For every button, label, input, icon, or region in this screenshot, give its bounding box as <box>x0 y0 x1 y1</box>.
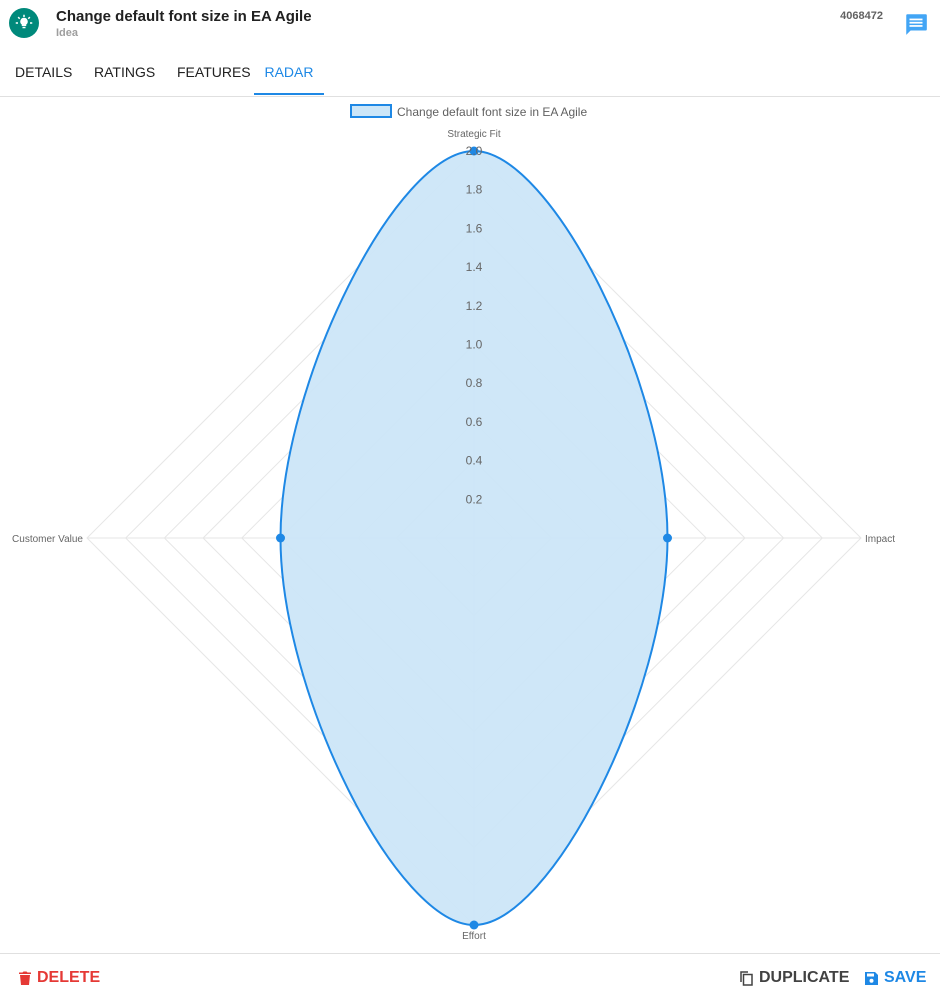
floppy-disk-icon <box>865 971 878 985</box>
tab-ratings[interactable]: RATINGS <box>94 64 156 80</box>
axis-label: Strategic Fit <box>447 129 501 140</box>
comment-icon <box>906 14 927 35</box>
tick-label: 0.2 <box>466 492 483 506</box>
radar-chart-area: 0.2 0.4 0.6 0.8 1.0 1.2 1.4 1.6 1.8 2.0 Strategic… <box>0 97 940 952</box>
tick-label: 1.4 <box>466 260 483 274</box>
tick-label: 0.8 <box>466 376 483 390</box>
tab-bar: DETAILS RATINGS FEATURES RADAR <box>0 50 940 97</box>
active-tab-indicator <box>254 93 324 95</box>
copy-icon <box>740 970 753 986</box>
duplicate-label: DUPLICATE <box>759 969 850 986</box>
data-point[interactable] <box>663 533 672 543</box>
radar-series <box>276 146 672 930</box>
comments-button[interactable] <box>903 11 929 37</box>
tick-label: 1.2 <box>466 299 483 313</box>
tab-features[interactable]: FEATURES <box>177 64 251 80</box>
tab-details[interactable]: DETAILS <box>15 64 73 80</box>
save-label: SAVE <box>884 969 927 986</box>
data-point[interactable] <box>469 146 479 156</box>
radar-chart: 0.2 0.4 0.6 0.8 1.0 1.2 1.4 1.6 1.8 2.0 Strategic… <box>12 104 895 942</box>
lightbulb-icon <box>15 14 33 29</box>
delete-label: DELETE <box>37 969 101 986</box>
axis-label: Customer Value <box>12 534 83 545</box>
data-point[interactable] <box>469 920 479 930</box>
tick-label: 1.0 <box>466 338 483 352</box>
item-type-label: Idea <box>56 27 79 39</box>
item-title: Change default font size in EA Agile <box>56 8 312 25</box>
tab-radar[interactable]: RADAR <box>264 64 314 80</box>
tick-label: 1.8 <box>466 183 483 197</box>
radar-axis-labels: Strategic Fit Impact Effort Customer Value <box>12 129 895 942</box>
tick-label: 2.0 <box>466 144 483 158</box>
tick-label: 0.4 <box>466 454 483 468</box>
axis-label: Effort <box>462 931 486 942</box>
duplicate-button[interactable]: DUPLICATE <box>740 966 849 990</box>
legend-label: Change default font size in EA Agile <box>397 105 587 119</box>
action-footer: DELETE DUPLICATE SAVE <box>0 953 940 1002</box>
item-id: 4068472 <box>840 10 883 22</box>
delete-button[interactable]: DELETE <box>19 966 100 990</box>
save-button[interactable]: SAVE <box>865 966 926 990</box>
legend-swatch <box>350 104 392 118</box>
tick-label: 0.6 <box>466 415 483 429</box>
chart-legend[interactable]: Change default font size in EA Agile <box>350 104 587 119</box>
data-point[interactable] <box>276 533 285 543</box>
tick-label: 1.6 <box>466 221 483 235</box>
trash-icon <box>19 971 31 985</box>
item-type-avatar <box>9 8 39 38</box>
radar-ticks: 0.2 0.4 0.6 0.8 1.0 1.2 1.4 1.6 1.8 2.0 <box>466 144 483 506</box>
item-header: Change default font size in EA Agile Ide… <box>0 0 940 48</box>
axis-label: Impact <box>865 534 895 545</box>
